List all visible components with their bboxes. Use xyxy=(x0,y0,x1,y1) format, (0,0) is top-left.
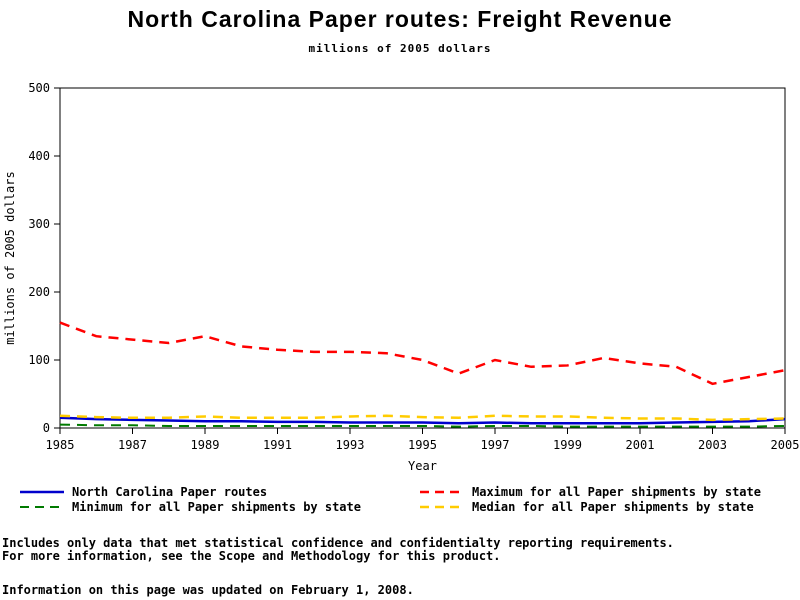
legend-label-2: Minimum for all Paper shipments by state xyxy=(72,499,361,514)
footnote-line-1: Includes only data that met statistical … xyxy=(2,536,674,550)
legend-swatch-1 xyxy=(420,490,464,493)
series-line-1 xyxy=(59,321,786,386)
y-tick-label: 100 xyxy=(28,353,50,367)
chart-plot: 0 100 200 300 400 500 1985 1987 1989 1991 1993 1995… xyxy=(3,81,800,473)
x-tick-label: 2001 xyxy=(626,438,655,452)
legend-item-3: Median for all Paper shipments by state xyxy=(420,499,790,514)
legend-item-2: Minimum for all Paper shipments by state xyxy=(20,499,420,514)
legend-item-1: Maximum for all Paper shipments by state xyxy=(420,484,790,499)
legend-swatch-0 xyxy=(20,490,64,493)
x-tick-label: 1995 xyxy=(408,438,437,452)
updated-note: Information on this page was updated on … xyxy=(2,583,414,597)
x-tick-label: 1993 xyxy=(336,438,365,452)
y-tick-label: 300 xyxy=(28,217,50,231)
x-tick-label: 2005 xyxy=(771,438,800,452)
series-line-3 xyxy=(59,414,786,422)
y-tick-label: 0 xyxy=(43,421,50,435)
legend-label-0: North Carolina Paper routes xyxy=(72,484,268,499)
x-tick-label: 1989 xyxy=(191,438,220,452)
x-tick-label: 1999 xyxy=(553,438,582,452)
y-axis-title: millions of 2005 dollars xyxy=(3,171,17,344)
series-line-2 xyxy=(59,423,786,428)
x-tick-label: 1985 xyxy=(46,438,75,452)
footnote-line-2: For more information, see the Scope and … xyxy=(2,549,501,563)
plot-frame xyxy=(59,87,786,429)
chart-legend: North Carolina Paper routes Maximum for a… xyxy=(20,484,790,514)
legend-swatch-3 xyxy=(420,505,464,508)
chart-subtitle: millions of 2005 dollars xyxy=(308,42,492,55)
legend-item-0: North Carolina Paper routes xyxy=(20,484,420,499)
series-line-0 xyxy=(59,416,786,425)
footnote: Includes only data that met statistical … xyxy=(2,537,674,563)
y-tick-label: 200 xyxy=(28,285,50,299)
chart-title: North Carolina Paper routes: Freight Rev… xyxy=(127,6,673,32)
legend-label-1: Maximum for all Paper shipments by state xyxy=(472,484,761,499)
y-tick-label: 400 xyxy=(28,149,50,163)
x-tick-label: 1987 xyxy=(118,438,147,452)
legend-label-3: Median for all Paper shipments by state xyxy=(472,499,754,514)
y-tick-label: 500 xyxy=(28,81,50,95)
x-axis-title: Year xyxy=(408,459,437,473)
x-tick-label: 1991 xyxy=(263,438,292,452)
legend-swatch-2 xyxy=(20,505,64,508)
x-tick-label: 1997 xyxy=(481,438,510,452)
x-tick-label: 2003 xyxy=(698,438,727,452)
